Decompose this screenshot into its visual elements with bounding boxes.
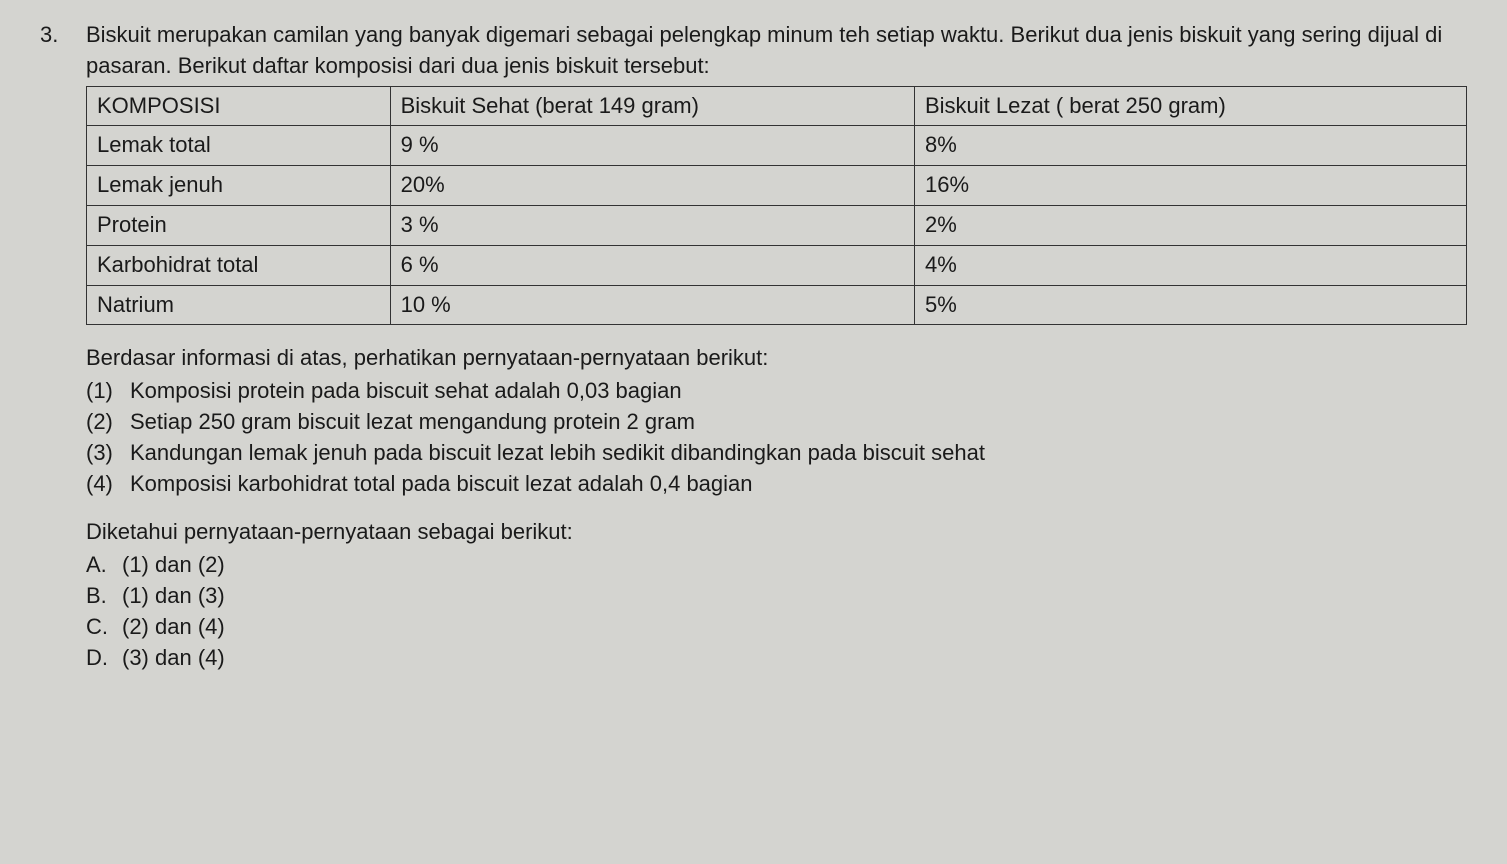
answer-text: (2) dan (4) (122, 612, 225, 643)
table-row: Natrium 10 % 5% (87, 285, 1467, 325)
cell-lezat: 5% (914, 285, 1466, 325)
table-row: Protein 3 % 2% (87, 205, 1467, 245)
cell-komposisi: Lemak total (87, 126, 391, 166)
intro-text: Biskuit merupakan camilan yang banyak di… (86, 20, 1467, 82)
table-row: Lemak total 9 % 8% (87, 126, 1467, 166)
cell-sehat: 6 % (390, 245, 914, 285)
statement-text: Komposisi karbohidrat total pada biscuit… (130, 469, 753, 500)
answer-letter: A. (86, 550, 112, 581)
statement-item: (2) Setiap 250 gram biscuit lezat mengan… (86, 407, 1467, 438)
answer-list: A. (1) dan (2) B. (1) dan (3) C. (2) dan… (86, 550, 1467, 673)
cell-komposisi: Karbohidrat total (87, 245, 391, 285)
statement-text: Kandungan lemak jenuh pada biscuit lezat… (130, 438, 985, 469)
answer-text: (1) dan (3) (122, 581, 225, 612)
answer-text: (3) dan (4) (122, 643, 225, 674)
statement-item: (4) Komposisi karbohidrat total pada bis… (86, 469, 1467, 500)
answer-text: (1) dan (2) (122, 550, 225, 581)
table-header-row: KOMPOSISI Biskuit Sehat (berat 149 gram)… (87, 86, 1467, 126)
question-container: 3. Biskuit merupakan camilan yang banyak… (40, 20, 1467, 673)
answer-intro: Diketahui pernyataan-pernyataan sebagai … (86, 517, 1467, 548)
table-row: Lemak jenuh 20% 16% (87, 166, 1467, 206)
cell-sehat: 3 % (390, 205, 914, 245)
cell-komposisi: Protein (87, 205, 391, 245)
statement-item: (3) Kandungan lemak jenuh pada biscuit l… (86, 438, 1467, 469)
intro-line-3: biskuit tersebut: (556, 53, 710, 78)
cell-sehat: 9 % (390, 126, 914, 166)
cell-lezat: 4% (914, 245, 1466, 285)
statement-text: Komposisi protein pada biscuit sehat ada… (130, 376, 682, 407)
cell-sehat: 10 % (390, 285, 914, 325)
answer-letter: D. (86, 643, 112, 674)
answer-letter: C. (86, 612, 112, 643)
question-number: 3. (40, 20, 70, 673)
answer-option: B. (1) dan (3) (86, 581, 1467, 612)
answer-option: A. (1) dan (2) (86, 550, 1467, 581)
cell-lezat: 8% (914, 126, 1466, 166)
answer-option: C. (2) dan (4) (86, 612, 1467, 643)
statement-text: Setiap 250 gram biscuit lezat mengandung… (130, 407, 695, 438)
answer-option: D. (3) dan (4) (86, 643, 1467, 674)
cell-lezat: 2% (914, 205, 1466, 245)
header-lezat: Biskuit Lezat ( berat 250 gram) (914, 86, 1466, 126)
question-body: Biskuit merupakan camilan yang banyak di… (86, 20, 1467, 673)
intro-line-1: Biskuit merupakan camilan yang banyak di… (86, 22, 1004, 47)
cell-komposisi: Natrium (87, 285, 391, 325)
header-sehat: Biskuit Sehat (berat 149 gram) (390, 86, 914, 126)
statements-intro: Berdasar informasi di atas, perhatikan p… (86, 343, 1467, 374)
statement-num: (2) (86, 407, 122, 438)
table-row: Karbohidrat total 6 % 4% (87, 245, 1467, 285)
statement-item: (1) Komposisi protein pada biscuit sehat… (86, 376, 1467, 407)
composition-table: KOMPOSISI Biskuit Sehat (berat 149 gram)… (86, 86, 1467, 326)
answer-letter: B. (86, 581, 112, 612)
cell-sehat: 20% (390, 166, 914, 206)
statement-num: (4) (86, 469, 122, 500)
statement-num: (1) (86, 376, 122, 407)
statement-num: (3) (86, 438, 122, 469)
header-komposisi: KOMPOSISI (87, 86, 391, 126)
cell-komposisi: Lemak jenuh (87, 166, 391, 206)
cell-lezat: 16% (914, 166, 1466, 206)
statement-list: (1) Komposisi protein pada biscuit sehat… (86, 376, 1467, 499)
